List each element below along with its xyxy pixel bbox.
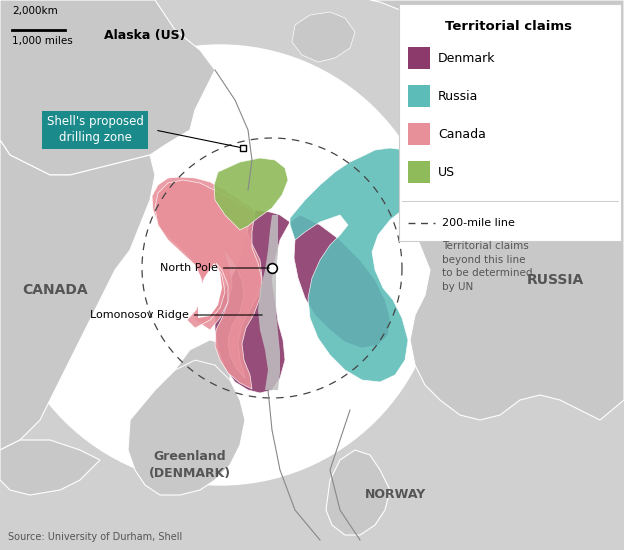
- Bar: [408, 85, 430, 107]
- Text: US: US: [438, 166, 455, 179]
- Bar: [408, 161, 430, 183]
- Polygon shape: [0, 140, 155, 450]
- Polygon shape: [292, 12, 355, 62]
- Polygon shape: [155, 180, 262, 389]
- Polygon shape: [370, 0, 624, 420]
- Text: CANADA: CANADA: [22, 283, 88, 297]
- Polygon shape: [215, 210, 390, 393]
- Text: Canada: Canada: [438, 128, 486, 140]
- Polygon shape: [198, 263, 222, 318]
- Polygon shape: [0, 0, 215, 175]
- Polygon shape: [175, 340, 230, 380]
- Text: Russia: Russia: [438, 90, 479, 102]
- Bar: [408, 123, 430, 145]
- Polygon shape: [128, 360, 245, 495]
- Polygon shape: [258, 215, 280, 390]
- Bar: [408, 47, 430, 69]
- Text: Greenland
(DENMARK): Greenland (DENMARK): [149, 450, 231, 480]
- Text: Shell's proposed
drilling zone: Shell's proposed drilling zone: [47, 116, 144, 145]
- Text: Denmark: Denmark: [438, 52, 495, 64]
- Text: Lomonosov Ridge: Lomonosov Ridge: [90, 310, 262, 320]
- Polygon shape: [0, 440, 100, 495]
- Polygon shape: [214, 158, 288, 230]
- Text: 1,000 miles: 1,000 miles: [12, 36, 73, 46]
- Text: Alaska (US): Alaska (US): [104, 29, 186, 41]
- Circle shape: [0, 45, 440, 485]
- Polygon shape: [290, 148, 420, 382]
- Text: 200-mile line: 200-mile line: [442, 218, 515, 228]
- Text: Territorial claims: Territorial claims: [445, 20, 572, 34]
- Text: 2,000km: 2,000km: [12, 6, 58, 16]
- Text: RUSSIA: RUSSIA: [527, 273, 583, 287]
- Polygon shape: [152, 177, 262, 378]
- Text: Source: University of Durham, Shell: Source: University of Durham, Shell: [8, 532, 182, 542]
- Text: North Pole: North Pole: [160, 263, 269, 273]
- FancyBboxPatch shape: [399, 4, 621, 241]
- Polygon shape: [326, 450, 390, 535]
- Text: NORWAY: NORWAY: [364, 488, 426, 502]
- Text: Territorial claims
beyond this line
to be determined
by UN: Territorial claims beyond this line to b…: [442, 241, 532, 292]
